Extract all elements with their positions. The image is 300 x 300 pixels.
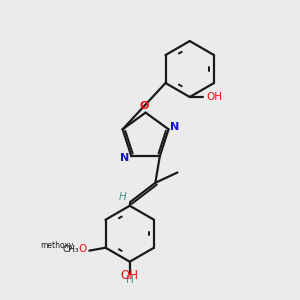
- Text: N: N: [120, 153, 130, 163]
- Text: O: O: [78, 244, 86, 254]
- Text: methoxy: methoxy: [40, 241, 73, 250]
- Text: N: N: [170, 122, 180, 132]
- Text: H: H: [119, 192, 127, 202]
- Text: OH: OH: [207, 92, 223, 102]
- Text: H: H: [126, 275, 134, 285]
- Text: OH: OH: [120, 269, 138, 282]
- Text: O: O: [140, 101, 149, 111]
- Text: CH₃: CH₃: [62, 245, 79, 254]
